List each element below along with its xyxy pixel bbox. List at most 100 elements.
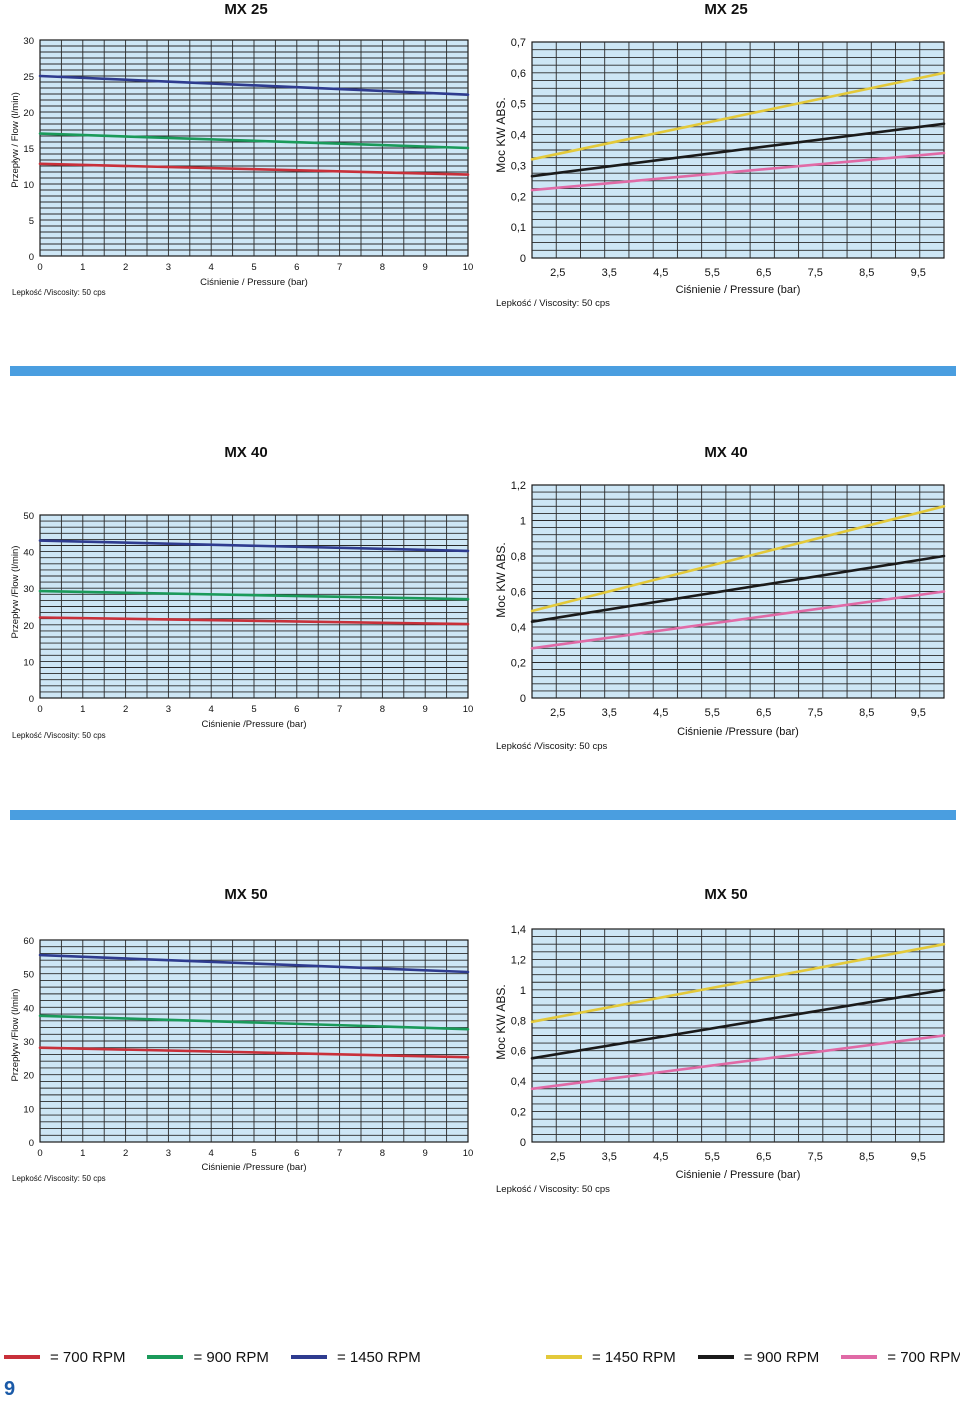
legend-label: = 1450 RPM <box>592 1348 676 1366</box>
section-divider <box>10 366 956 376</box>
x-tick-label: 5,5 <box>705 1151 720 1163</box>
series-line-700-rpm <box>530 151 946 192</box>
viscosity-note: Lepkość /Viscosity: 50 cps <box>496 741 607 752</box>
y-tick-label: 15 <box>23 144 34 155</box>
mx50-flow-chart: MX 50 0 10 20 30 40 50 60 0 1 2 3 4 5 6 7 8 9 10 Ciśnienie … <box>10 886 473 1183</box>
x-tick-label: 9 <box>423 704 428 715</box>
legend-swatch <box>147 1355 184 1359</box>
y-tick-label: 0,4 <box>511 1076 526 1088</box>
y-tick-label: 10 <box>23 657 34 668</box>
x-tick-label: 0 <box>37 262 42 273</box>
y-tick-label: 0 <box>29 694 34 705</box>
y-tick-label: 0 <box>520 1137 526 1149</box>
legend-flow: = 700 RPM = 900 RPM = 1450 RPM <box>4 1346 443 1368</box>
y-tick-label: 40 <box>23 1003 34 1014</box>
x-tick-label: 10 <box>463 1148 474 1159</box>
x-tick-label: 2,5 <box>550 1151 565 1163</box>
mx40-power-chart: MX 40 0 0,2 0,4 0,6 0,8 1 1,2 2,5 3,5 4,5 5,5 6,5 7,5… <box>494 444 946 752</box>
y-tick-label: 30 <box>23 1037 34 1048</box>
x-axis-label: Ciśnienie /Pressure (bar) <box>201 719 306 730</box>
x-tick-label: 3,5 <box>602 707 617 719</box>
grid <box>40 515 468 698</box>
y-tick-label: 25 <box>23 72 34 83</box>
x-axis-label: Ciśnienie / Pressure (bar) <box>200 277 308 288</box>
x-tick-label: 1 <box>80 704 85 715</box>
chart-title: MX 25 <box>224 1 267 18</box>
x-tick-label: 6,5 <box>756 707 771 719</box>
legend-swatch <box>841 1355 878 1359</box>
mx25-power-chart: MX 25 0 0,1 0,2 0,3 0,4 0,5 0,6 0,7 2,5 3,5 4,5 5,5 6… <box>494 1 946 309</box>
series-line-900-rpm <box>38 132 470 150</box>
x-tick-label: 7,5 <box>808 707 823 719</box>
y-tick-label: 20 <box>23 1071 34 1082</box>
chart-title: MX 50 <box>224 886 267 903</box>
chart-title: MX 50 <box>704 886 747 903</box>
series-line-700-rpm <box>530 590 946 650</box>
x-axis-label: Ciśnienie /Pressure (bar) <box>677 726 799 738</box>
grid <box>40 940 468 1142</box>
x-tick-label: 4 <box>209 262 214 273</box>
y-axis-label: Przepływ / Flow (l/min) <box>10 92 21 188</box>
y-tick-label: 60 <box>23 936 34 947</box>
y-tick-label: 0,2 <box>511 191 526 203</box>
legend-swatch <box>290 1355 327 1359</box>
viscosity-note: Lepkość /Viscosity: 50 cps <box>12 1174 106 1183</box>
series-line-700-rpm <box>38 616 470 626</box>
section-divider <box>10 810 956 820</box>
legend-label: = 1450 RPM <box>336 1348 421 1366</box>
series-line-700-rpm <box>38 1046 470 1059</box>
x-tick-label: 6,5 <box>756 267 771 279</box>
x-tick-label: 3,5 <box>602 1151 617 1163</box>
y-tick-label: 0,5 <box>511 99 526 111</box>
y-tick-label: 10 <box>23 1104 34 1115</box>
x-tick-label: 4 <box>209 1148 214 1159</box>
y-tick-label: 0,2 <box>511 658 526 670</box>
x-tick-label: 9,5 <box>911 267 926 279</box>
x-tick-label: 6 <box>294 704 299 715</box>
viscosity-note: Lepkość / Viscosity: 50 cps <box>496 1184 610 1195</box>
x-tick-label: 9 <box>423 262 428 273</box>
y-tick-label: 1,2 <box>511 954 526 966</box>
mx40-flow-chart: MX 40 0 10 20 30 40 50 0 1 2 3 4 5 6 7 8 9 10 Ciśnienie /P… <box>10 444 473 740</box>
mx50-power-chart: MX 50 0 0,2 0,4 0,6 0,8 1 1,2 1,4 2,5 3,5 4,5 5,5 6,5… <box>494 886 946 1195</box>
x-tick-label: 6,5 <box>756 1151 771 1163</box>
legend-item: = 900 RPM <box>697 1349 819 1366</box>
legend-swatch <box>546 1355 582 1359</box>
x-tick-label: 3 <box>166 704 171 715</box>
x-tick-label: 2,5 <box>550 707 565 719</box>
x-tick-label: 4,5 <box>653 707 668 719</box>
series-line-1450-rpm <box>530 505 946 613</box>
x-tick-label: 5,5 <box>705 267 720 279</box>
x-axis-label: Ciśnienie /Pressure (bar) <box>201 1162 306 1173</box>
series-line-1450-rpm <box>530 942 946 1024</box>
legend-label: = 700 RPM <box>887 1348 960 1366</box>
y-axis-label: Moc KW ABS. <box>494 542 508 617</box>
y-tick-label: 40 <box>23 548 34 559</box>
x-tick-label: 1 <box>80 1148 85 1159</box>
x-tick-label: 10 <box>463 704 474 715</box>
legend-swatch <box>697 1355 734 1359</box>
y-tick-label: 0,6 <box>511 1046 526 1058</box>
x-tick-label: 8,5 <box>859 1151 874 1163</box>
series-line-700-rpm <box>530 1034 946 1091</box>
x-tick-label: 9 <box>423 1148 428 1159</box>
x-tick-label: 0 <box>37 1148 42 1159</box>
y-tick-label: 0,6 <box>511 68 526 80</box>
x-tick-label: 8,5 <box>859 267 874 279</box>
series-line-1450-rpm <box>38 953 470 974</box>
y-tick-label: 0,4 <box>511 622 526 634</box>
legend-label: = 700 RPM <box>50 1348 126 1366</box>
x-tick-label: 8 <box>380 262 385 273</box>
x-tick-label: 7 <box>337 704 342 715</box>
y-tick-label: 0,8 <box>511 551 526 563</box>
x-tick-label: 5 <box>251 704 256 715</box>
y-tick-label: 1,4 <box>511 924 526 936</box>
series-line-900-rpm <box>38 589 470 601</box>
y-tick-label: 0 <box>520 253 526 265</box>
x-tick-label: 5 <box>251 1148 256 1159</box>
y-axis-label: Moc KW ABS. <box>494 97 508 172</box>
x-tick-label: 5,5 <box>705 707 720 719</box>
y-tick-label: 5 <box>29 216 34 227</box>
grid <box>532 42 944 258</box>
grid <box>532 929 944 1142</box>
